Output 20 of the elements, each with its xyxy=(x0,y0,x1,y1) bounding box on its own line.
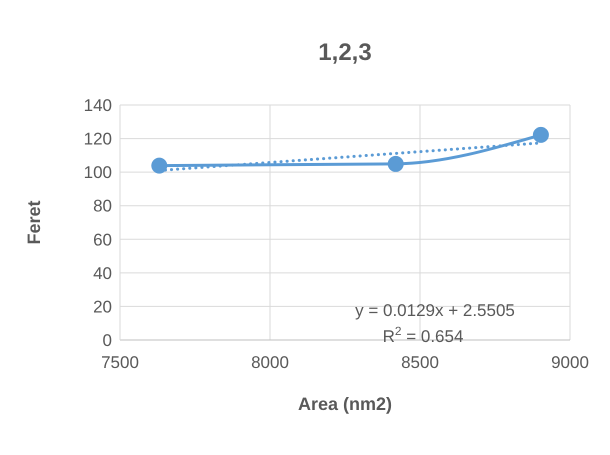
y-tick-label: 0 xyxy=(102,331,112,350)
x-tick-label: 9000 xyxy=(551,353,589,372)
x-axis-title: Area (nm2) xyxy=(298,394,392,414)
y-tick-label: 20 xyxy=(93,297,112,316)
x-tick-label: 8500 xyxy=(401,353,439,372)
point xyxy=(151,158,168,174)
y-tick-label: 140 xyxy=(84,96,112,115)
x-tick-label: 7500 xyxy=(101,353,139,372)
annotation: R$^{2}$ = 0.654 xyxy=(382,324,464,346)
y-tick-label: 80 xyxy=(93,196,112,216)
y-tick-label: 120 xyxy=(84,130,112,149)
point xyxy=(388,156,404,172)
y-axis-title: Feret xyxy=(24,200,44,245)
x-tick-label: 8000 xyxy=(251,353,289,372)
point xyxy=(532,126,549,143)
chart-title: 1,2,3 xyxy=(318,39,372,66)
y-tick-label: 40 xyxy=(93,264,112,283)
annotation: y = 0.0129x + 2.5505 xyxy=(355,301,515,320)
y-tick-label: 100 xyxy=(84,163,112,182)
y-tick-label: 60 xyxy=(93,230,112,250)
